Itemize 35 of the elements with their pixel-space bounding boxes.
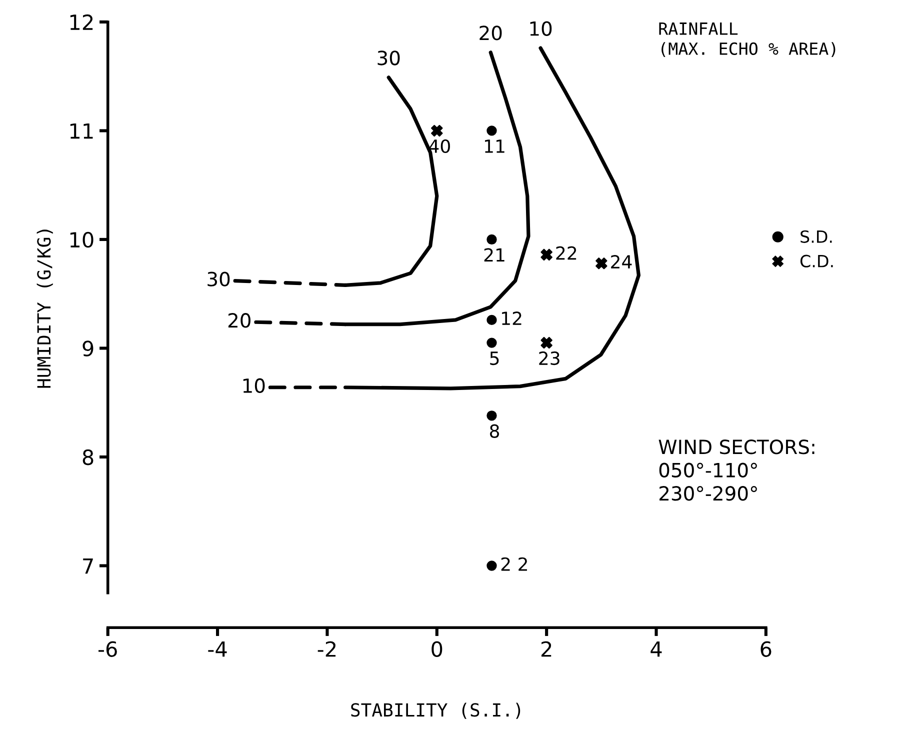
legend-label: S.D. [800,230,832,243]
x-tick-label: 6 [760,641,772,657]
annotation: 22 [556,246,576,260]
annotation: 12 [502,312,522,325]
legend-label: C.D. [800,254,833,268]
x-tick-label: 4 [650,641,662,657]
annotation: 20 [228,313,250,328]
annotation: RAINFALL (MAX. ECHO % AREA) [659,22,836,57]
x-tick-label: -6 [98,641,117,657]
x-tick-label: -2 [318,641,336,657]
annotation: 40 [429,139,450,154]
x-axis-title: STABILITY (S.I.) [351,702,520,719]
y-axis-title: HUMIDITY (G/KG) [36,230,53,388]
annotation: 24 [611,254,632,268]
annotation: 2 2 [501,557,527,571]
y-tick-label: 9 [82,340,94,356]
annotation: 5 [490,352,499,366]
x-tick-label: -4 [208,641,227,657]
annotation: WIND SECTORS: 050°-110° 230°-290° [658,440,814,501]
x-tick-label: 0 [432,641,442,657]
y-tick-label: 8 [82,449,94,466]
annotation: 30 [378,50,400,66]
annotation: 8 [490,424,500,438]
annotation: 10 [243,378,265,394]
y-tick-label: 7 [83,558,93,574]
y-tick-label: 11 [70,123,93,139]
annotation: 30 [208,272,230,286]
y-tick-label: 10 [70,232,94,248]
annotation: 20 [480,26,502,40]
annotation: 10 [530,21,552,36]
annotation: 11 [485,140,504,153]
annotation: 23 [539,351,560,366]
x-tick-label: 2 [541,641,552,657]
y-tick-label: 12 [70,14,93,30]
annotation: 21 [484,248,504,262]
